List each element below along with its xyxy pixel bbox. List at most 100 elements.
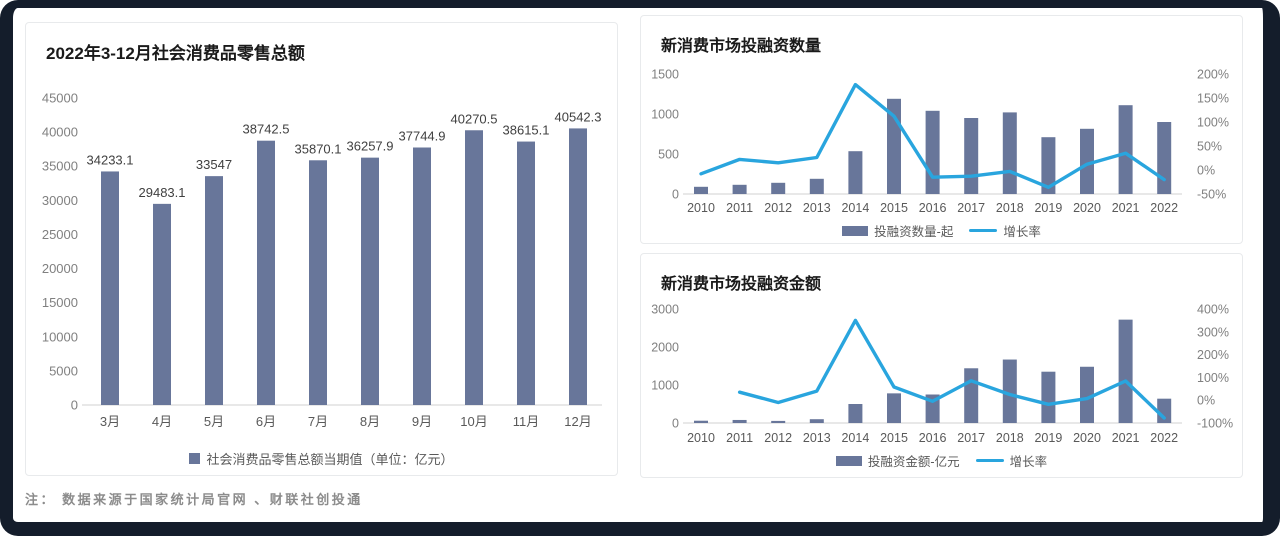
bar <box>1080 128 1094 194</box>
x-axis-category-label: 2017 <box>957 201 985 215</box>
bar-data-label: 36257.9 <box>347 139 394 154</box>
left-axis-tick-label: 30000 <box>42 193 78 208</box>
left-axis-tick-label: 10000 <box>42 329 78 344</box>
x-axis-category-label: 2022 <box>1150 201 1178 215</box>
bar <box>517 141 535 405</box>
x-axis-category-label: 2020 <box>1073 201 1101 215</box>
bar <box>413 147 431 405</box>
bar-data-label: 38615.1 <box>503 123 550 138</box>
legend-bar-swatch-icon <box>842 225 869 236</box>
x-axis-category-label: 6月 <box>256 414 276 429</box>
bar <box>153 203 171 405</box>
legend-line-swatch-icon <box>975 458 1004 463</box>
x-axis-category-label: 7月 <box>308 414 328 429</box>
legend-bar-swatch-icon <box>835 455 862 466</box>
bar-data-label: 29483.1 <box>139 185 186 200</box>
right-axis-tick-label: -100% <box>1197 417 1233 431</box>
amount-chart-title: 新消费市场投融资金额 <box>661 276 822 293</box>
bar <box>848 404 863 423</box>
x-axis-category-label: 2012 <box>764 201 792 215</box>
left-axis-tick-label: 35000 <box>42 159 78 174</box>
bar <box>732 419 747 423</box>
left-axis-tick-label: 2000 <box>651 341 679 355</box>
x-axis-category-label: 9月 <box>412 414 432 429</box>
x-axis-category-label: 3月 <box>100 414 120 429</box>
x-axis-category-label: 2021 <box>1112 201 1140 215</box>
data-source-note: 注： 数据来源于国家统计局官网 、财联社创投通 <box>25 492 363 507</box>
right-axis-tick-label: 100% <box>1197 116 1229 130</box>
bar-data-label: 34233.1 <box>87 152 134 167</box>
bar <box>205 176 223 405</box>
left-axis-tick-label: 45000 <box>42 91 78 106</box>
x-axis-category-label: 4月 <box>152 414 172 429</box>
legend-item: 投融资金额-亿元 <box>835 451 960 470</box>
x-axis-category-label: 2020 <box>1073 431 1101 445</box>
bar <box>569 128 587 405</box>
investment-amount-chart-card: 0 1000 2000 3000 -100% 0% 100% 200% 300% 400% 2010… <box>640 253 1243 478</box>
legend-bar-swatch-icon <box>189 453 201 464</box>
left-axis-tick-label: 0 <box>71 398 78 413</box>
bar <box>1157 122 1172 194</box>
investment-amount-chart: 0 1000 2000 3000 -100% 0% 100% 200% 300% 400% 2010… <box>651 303 1233 446</box>
investment-count-chart-card: 0 500 1000 1500 -50% 0% 50% 100% 150% 200% 2010 201… <box>640 15 1243 244</box>
bar-data-label: 38742.5 <box>243 122 290 137</box>
bar-data-label: 33547 <box>196 157 232 172</box>
right-axis-tick-label: 0% <box>1197 394 1215 408</box>
right-axis-tick-label: -50% <box>1197 188 1226 202</box>
left-axis-tick-label: 20000 <box>42 261 78 276</box>
right-axis-tick-label: 300% <box>1197 325 1229 339</box>
x-axis-category-label: 2013 <box>803 431 831 445</box>
bar <box>361 157 379 405</box>
growth-rate-line <box>699 82 1166 190</box>
amount-chart-legend: 投融资金额-亿元 增长率 <box>641 451 1242 470</box>
x-axis-category-label: 2010 <box>687 201 715 215</box>
x-axis-category-label: 2014 <box>841 431 869 445</box>
x-axis-category-label: 2011 <box>726 431 753 445</box>
x-axis-category-label: 2012 <box>764 431 792 445</box>
x-axis-category-label: 8月 <box>360 414 380 429</box>
legend-label: 投融资金额-亿元 <box>867 455 960 469</box>
bar <box>925 110 940 194</box>
left-axis-tick-label: 1500 <box>651 68 679 82</box>
bar <box>771 420 786 423</box>
bar <box>694 420 708 423</box>
bar-data-label: 40542.3 <box>555 109 602 124</box>
legend-label: 增长率 <box>1003 225 1041 239</box>
x-axis-category-label: 10月 <box>460 414 487 429</box>
investment-count-chart: 0 500 1000 1500 -50% 0% 50% 100% 150% 200% 2010 201… <box>651 68 1229 216</box>
bar <box>1080 366 1094 423</box>
left-axis-tick-label: 0 <box>672 417 679 431</box>
bar <box>964 118 979 194</box>
bar <box>1002 359 1017 423</box>
legend-item: 增长率 <box>969 221 1041 240</box>
x-axis-category-label: 2022 <box>1150 431 1178 445</box>
retail-chart-title: 2022年3-12月社会消费品零售总额 <box>46 44 305 63</box>
bar <box>101 171 119 405</box>
right-axis-tick-label: 150% <box>1197 92 1229 106</box>
bar <box>694 186 708 194</box>
count-chart-title: 新消费市场投融资数量 <box>661 38 822 55</box>
right-axis-tick-label: 100% <box>1197 371 1229 385</box>
left-axis-tick-label: 500 <box>658 148 679 162</box>
x-axis-category-label: 2015 <box>880 201 908 215</box>
growth-rate-line <box>737 318 1166 420</box>
right-axis-tick-label: 400% <box>1197 303 1229 317</box>
x-axis-category-label: 2015 <box>880 431 908 445</box>
bar <box>309 160 327 405</box>
bar <box>1118 105 1133 194</box>
bar <box>1041 371 1056 423</box>
x-axis-category-label: 2016 <box>919 431 947 445</box>
x-axis-category-label: 2019 <box>1034 431 1062 445</box>
right-axis-tick-label: 50% <box>1197 140 1222 154</box>
left-axis-tick-label: 15000 <box>42 295 78 310</box>
right-axis-tick-label: 200% <box>1197 68 1229 82</box>
bar-data-label: 40270.5 <box>451 111 498 126</box>
x-axis-category-label: 2010 <box>687 431 715 445</box>
count-chart-legend: 投融资数量-起 增长率 <box>641 221 1242 240</box>
left-axis-tick-label: 40000 <box>42 125 78 140</box>
x-axis-category-label: 2019 <box>1034 201 1062 215</box>
bar <box>257 140 275 405</box>
legend-item: 增长率 <box>975 451 1047 470</box>
left-axis-tick-label: 1000 <box>651 108 679 122</box>
